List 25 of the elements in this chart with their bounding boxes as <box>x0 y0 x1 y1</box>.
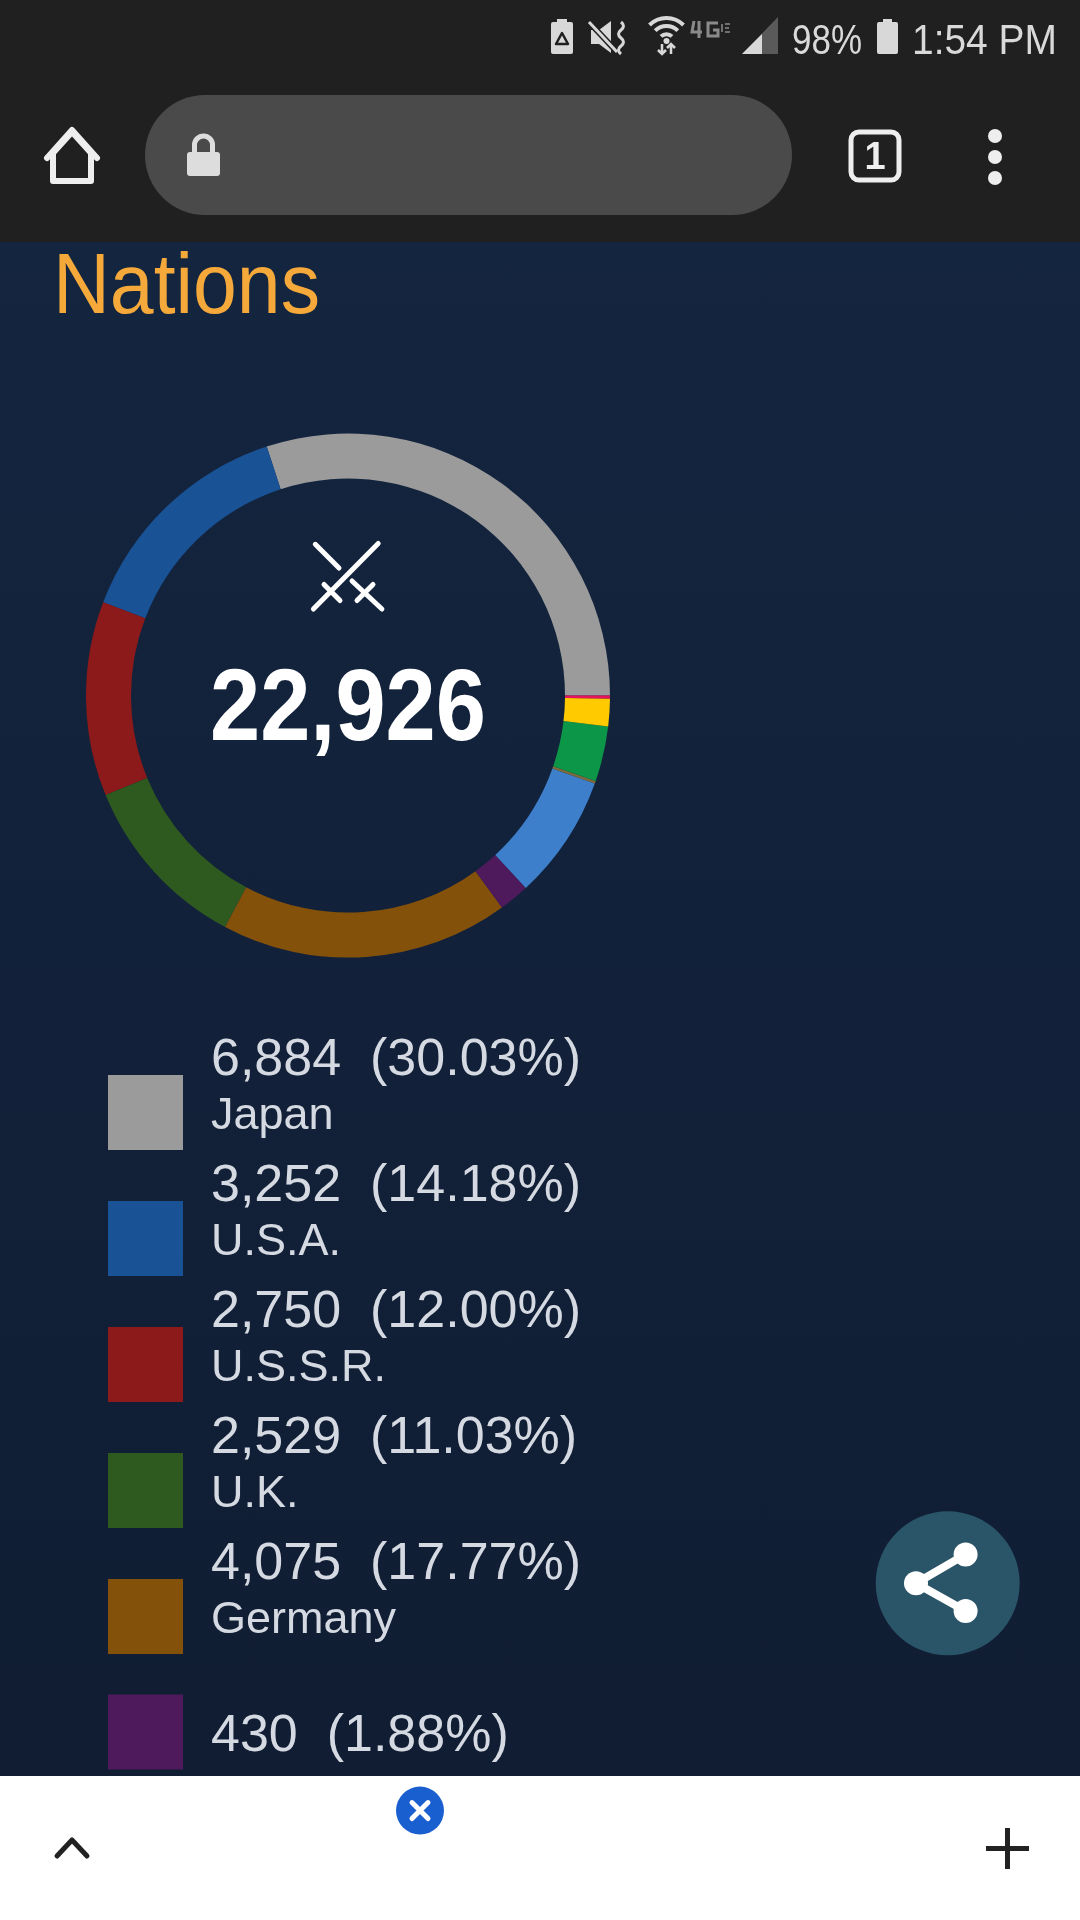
donut-slice <box>553 721 609 781</box>
donut-slice <box>475 854 526 908</box>
donut-slice <box>103 446 281 619</box>
donut-slice <box>225 871 502 958</box>
donut-slice <box>495 768 595 889</box>
donut-slice <box>552 766 596 784</box>
legend-label: U.K. <box>211 1465 299 1517</box>
donut-slice <box>86 602 148 796</box>
text: 1:54 PM <box>912 15 1069 63</box>
text: 1 <box>864 135 886 177</box>
text: 22,926 <box>210 648 522 762</box>
text: 98% <box>792 15 877 63</box>
donut-slice <box>105 777 247 927</box>
chart-title: Nations <box>53 235 345 331</box>
data-label: 4,075 (17.77%) <box>211 1532 582 1590</box>
legend-label: U.S.S.R. <box>211 1339 387 1391</box>
data-label: 2,529 (11.03%) <box>211 1406 578 1464</box>
data-label: 2,750 (12.00%) <box>211 1280 582 1338</box>
legend-label: Germany <box>211 1591 397 1643</box>
donut-slice <box>563 697 610 727</box>
legend-label: U.S.A. <box>211 1213 342 1265</box>
legend-label: Japan <box>211 1087 334 1139</box>
data-label: 3,252 (14.18%) <box>211 1154 582 1212</box>
text: 430 (1.88%) <box>211 1704 509 1762</box>
data-label: 6,884 (30.03%) <box>211 1028 582 1086</box>
